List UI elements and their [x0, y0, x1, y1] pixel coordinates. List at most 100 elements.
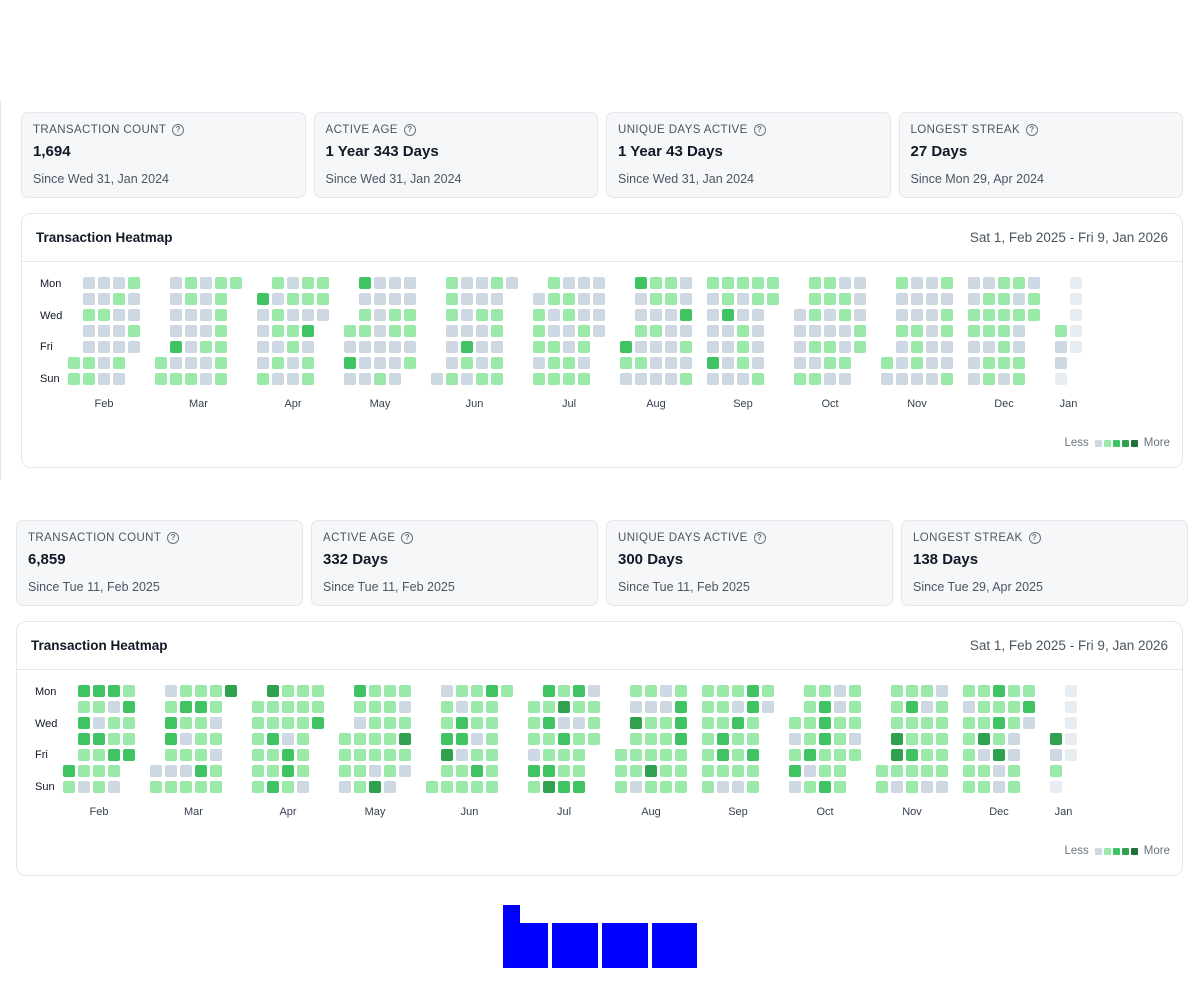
heatmap-day-cell[interactable] — [675, 733, 687, 745]
heatmap-day-cell[interactable] — [165, 749, 177, 761]
heatmap-day-cell[interactable] — [78, 685, 90, 697]
heatmap-day-cell[interactable] — [369, 685, 381, 697]
heatmap-day-cell[interactable] — [491, 309, 503, 321]
heatmap-day-cell[interactable] — [717, 765, 729, 777]
heatmap-day-cell[interactable] — [374, 373, 386, 385]
heatmap-day-cell[interactable] — [717, 749, 729, 761]
heatmap-day-cell[interactable] — [302, 357, 314, 369]
heatmap-day-cell[interactable] — [113, 373, 125, 385]
heatmap-day-cell[interactable] — [906, 781, 918, 793]
heatmap-day-cell[interactable] — [824, 309, 836, 321]
heatmap-day-cell[interactable] — [963, 685, 975, 697]
heatmap-day-cell[interactable] — [302, 293, 314, 305]
help-icon[interactable]: ? — [753, 124, 766, 136]
heatmap-day-cell[interactable] — [170, 341, 182, 353]
heatmap-day-cell[interactable] — [804, 733, 816, 745]
heatmap-day-cell[interactable] — [911, 357, 923, 369]
heatmap-day-cell[interactable] — [446, 277, 458, 289]
heatmap-day-cell[interactable] — [794, 325, 806, 337]
heatmap-day-cell[interactable] — [282, 733, 294, 745]
heatmap-day-cell[interactable] — [593, 293, 605, 305]
heatmap-day-cell[interactable] — [441, 717, 453, 729]
heatmap-day-cell[interactable] — [68, 373, 80, 385]
heatmap-day-cell[interactable] — [824, 357, 836, 369]
heatmap-day-cell[interactable] — [834, 685, 846, 697]
heatmap-day-cell[interactable] — [185, 293, 197, 305]
heatmap-day-cell[interactable] — [93, 733, 105, 745]
heatmap-day-cell[interactable] — [680, 325, 692, 337]
heatmap-day-cell[interactable] — [267, 749, 279, 761]
heatmap-day-cell[interactable] — [302, 341, 314, 353]
heatmap-day-cell[interactable] — [1065, 733, 1077, 745]
heatmap-day-cell[interactable] — [717, 733, 729, 745]
heatmap-day-cell[interactable] — [252, 717, 264, 729]
heatmap-day-cell[interactable] — [675, 749, 687, 761]
heatmap-day-cell[interactable] — [794, 309, 806, 321]
heatmap-day-cell[interactable] — [906, 749, 918, 761]
heatmap-day-cell[interactable] — [404, 325, 416, 337]
heatmap-day-cell[interactable] — [93, 685, 105, 697]
heatmap-day-cell[interactable] — [993, 685, 1005, 697]
heatmap-day-cell[interactable] — [267, 685, 279, 697]
heatmap-day-cell[interactable] — [113, 277, 125, 289]
heatmap-day-cell[interactable] — [563, 341, 575, 353]
heatmap-day-cell[interactable] — [359, 325, 371, 337]
heatmap-day-cell[interactable] — [491, 341, 503, 353]
heatmap-day-cell[interactable] — [476, 277, 488, 289]
heatmap-day-cell[interactable] — [680, 373, 692, 385]
heatmap-day-cell[interactable] — [185, 341, 197, 353]
heatmap-day-cell[interactable] — [737, 309, 749, 321]
heatmap-day-cell[interactable] — [941, 341, 953, 353]
heatmap-day-cell[interactable] — [83, 341, 95, 353]
heatmap-day-cell[interactable] — [486, 733, 498, 745]
heatmap-day-cell[interactable] — [170, 357, 182, 369]
heatmap-day-cell[interactable] — [297, 701, 309, 713]
heatmap-day-cell[interactable] — [1008, 733, 1020, 745]
heatmap-day-cell[interactable] — [302, 309, 314, 321]
heatmap-day-cell[interactable] — [854, 325, 866, 337]
heatmap-day-cell[interactable] — [906, 685, 918, 697]
heatmap-day-cell[interactable] — [215, 309, 227, 321]
heatmap-day-cell[interactable] — [543, 701, 555, 713]
heatmap-day-cell[interactable] — [344, 357, 356, 369]
heatmap-day-cell[interactable] — [252, 749, 264, 761]
heatmap-day-cell[interactable] — [354, 717, 366, 729]
heatmap-day-cell[interactable] — [1050, 781, 1062, 793]
heatmap-day-cell[interactable] — [702, 733, 714, 745]
heatmap-day-cell[interactable] — [732, 733, 744, 745]
heatmap-day-cell[interactable] — [359, 357, 371, 369]
heatmap-day-cell[interactable] — [911, 293, 923, 305]
heatmap-day-cell[interactable] — [968, 357, 980, 369]
heatmap-day-cell[interactable] — [548, 309, 560, 321]
heatmap-day-cell[interactable] — [978, 749, 990, 761]
heatmap-day-cell[interactable] — [359, 309, 371, 321]
heatmap-day-cell[interactable] — [747, 717, 759, 729]
heatmap-day-cell[interactable] — [968, 309, 980, 321]
heatmap-day-cell[interactable] — [267, 733, 279, 745]
heatmap-day-cell[interactable] — [1008, 765, 1020, 777]
heatmap-day-cell[interactable] — [195, 781, 207, 793]
heatmap-day-cell[interactable] — [404, 341, 416, 353]
heatmap-day-cell[interactable] — [558, 701, 570, 713]
heatmap-day-cell[interactable] — [737, 341, 749, 353]
heatmap-day-cell[interactable] — [824, 341, 836, 353]
heatmap-day-cell[interactable] — [359, 341, 371, 353]
heatmap-day-cell[interactable] — [431, 373, 443, 385]
heatmap-day-cell[interactable] — [78, 749, 90, 761]
heatmap-day-cell[interactable] — [1065, 685, 1077, 697]
heatmap-day-cell[interactable] — [707, 341, 719, 353]
heatmap-day-cell[interactable] — [210, 717, 222, 729]
heatmap-day-cell[interactable] — [399, 701, 411, 713]
heatmap-day-cell[interactable] — [369, 749, 381, 761]
heatmap-day-cell[interactable] — [702, 765, 714, 777]
heatmap-day-cell[interactable] — [1050, 733, 1062, 745]
heatmap-day-cell[interactable] — [747, 749, 759, 761]
heatmap-day-cell[interactable] — [456, 701, 468, 713]
heatmap-day-cell[interactable] — [558, 781, 570, 793]
heatmap-day-cell[interactable] — [354, 781, 366, 793]
heatmap-day-cell[interactable] — [533, 325, 545, 337]
heatmap-day-cell[interactable] — [993, 701, 1005, 713]
heatmap-day-cell[interactable] — [707, 293, 719, 305]
heatmap-day-cell[interactable] — [344, 373, 356, 385]
heatmap-day-cell[interactable] — [732, 781, 744, 793]
